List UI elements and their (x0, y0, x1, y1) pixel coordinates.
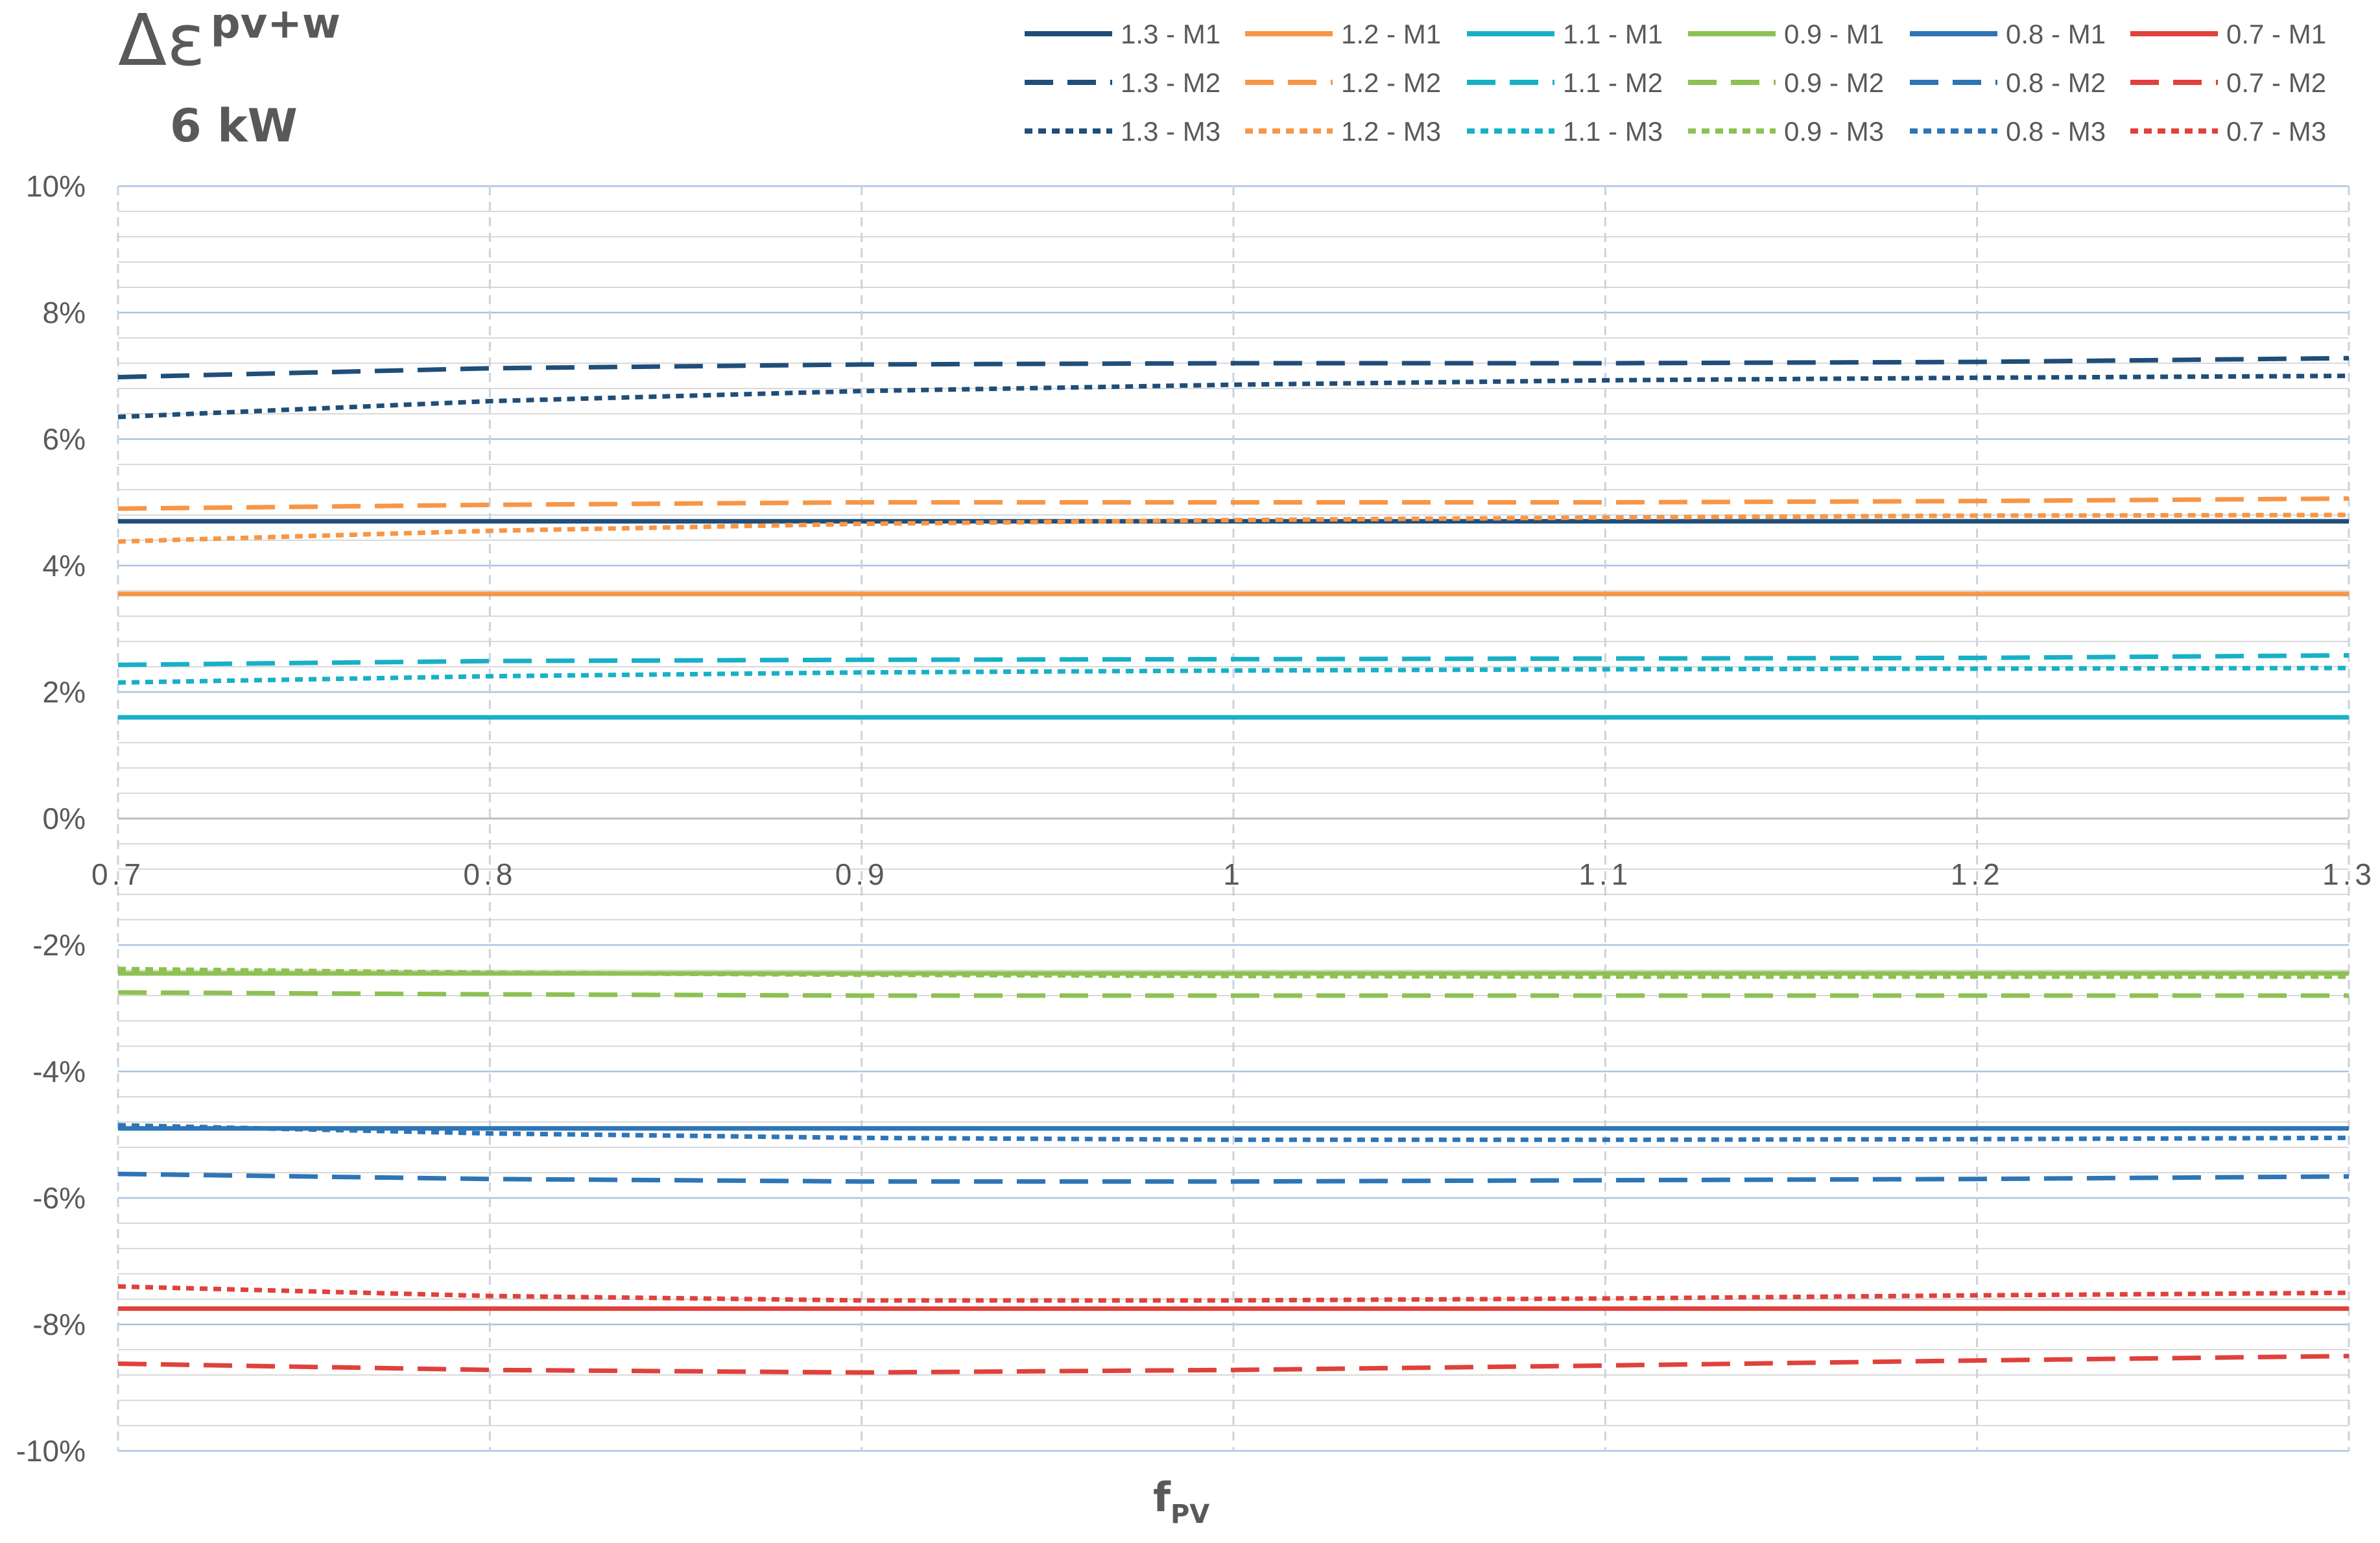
x-tick-label: 0.9 (835, 857, 888, 891)
legend-label: 1.3 - M1 (1121, 19, 1220, 49)
series-line (117, 496, 2350, 511)
series-line (117, 990, 2349, 998)
chart-title-symbol: Δε (118, 0, 206, 82)
legend-label: 0.8 - M2 (2006, 67, 2106, 98)
x-tick-label: 1.3 (2322, 857, 2375, 891)
legend-label: 1.2 - M3 (1341, 116, 1441, 147)
legend: 1.3 - M1 1.2 - M1 1.1 - M1 0.9 - M1 0.8 - M1… (1025, 19, 2326, 147)
series-line (117, 1123, 2350, 1142)
y-tick-label: -10% (16, 1434, 86, 1468)
legend-label: 0.8 - M1 (2006, 19, 2106, 49)
series-line (117, 355, 2350, 379)
x-tick-label: 0.7 (91, 857, 145, 891)
y-tick-label: 2% (43, 675, 86, 709)
legend-label: 0.9 - M2 (1784, 67, 1884, 98)
y-tick-label: 10% (26, 169, 86, 203)
x-axis-title: fPV (1153, 1474, 1209, 1529)
series-line (117, 1171, 2350, 1184)
legend-label: 0.7 - M2 (2226, 67, 2326, 98)
series-lines (117, 355, 2350, 1375)
y-tick-label: -4% (32, 1055, 86, 1088)
legend-label: 0.7 - M3 (2226, 116, 2326, 147)
axes: 10% 8% 6% 4% 2% 0% -2% -4% -6% -8% -10% 0.7 0.8 0.9 1 1… (16, 169, 2375, 1468)
x-tick-label: 1 (1223, 857, 1244, 891)
y-tick-label: 6% (43, 422, 86, 456)
legend-label: 1.3 - M2 (1121, 67, 1220, 98)
series-line (117, 652, 2350, 667)
legend-label: 1.2 - M2 (1341, 67, 1441, 98)
legend-label: 0.9 - M3 (1784, 116, 1884, 147)
legend-label: 1.3 - M3 (1121, 116, 1220, 147)
chart-title-superscript: pv+w (211, 0, 340, 48)
series-line (117, 966, 2349, 979)
legend-label: 1.1 - M2 (1563, 67, 1663, 98)
legend-label: 0.7 - M1 (2226, 19, 2326, 49)
y-tick-label: 8% (43, 296, 86, 329)
x-axis-title-subscript: PV (1171, 1500, 1209, 1529)
x-axis-title-main: f (1153, 1474, 1171, 1521)
x-tick-label: 0.8 (463, 857, 516, 891)
legend-label: 1.2 - M1 (1341, 19, 1441, 49)
chart-subtitle: 6 kW (170, 99, 298, 152)
series-line (117, 512, 2350, 544)
y-tick-label: -2% (32, 928, 86, 962)
x-tick-label: 1.2 (1951, 857, 2004, 891)
y-tick-label: -8% (32, 1308, 86, 1341)
legend-label: 0.9 - M1 (1784, 19, 1884, 49)
legend-label: 1.1 - M3 (1563, 116, 1663, 147)
series-line (117, 1354, 2350, 1375)
y-tick-label: -6% (32, 1181, 86, 1215)
y-tick-label: 0% (43, 802, 86, 835)
legend-label: 1.1 - M1 (1563, 19, 1663, 49)
x-tick-label: 1.1 (1578, 857, 1632, 891)
y-tick-label: 4% (43, 549, 86, 582)
series-line (117, 1284, 2350, 1303)
chart-title-block: Δε pv+w 6 kW (118, 0, 340, 152)
series-line (117, 665, 2350, 685)
series-line (117, 374, 2350, 420)
chart-title: Δε pv+w (118, 0, 340, 82)
legend-label: 0.8 - M3 (2006, 116, 2106, 147)
